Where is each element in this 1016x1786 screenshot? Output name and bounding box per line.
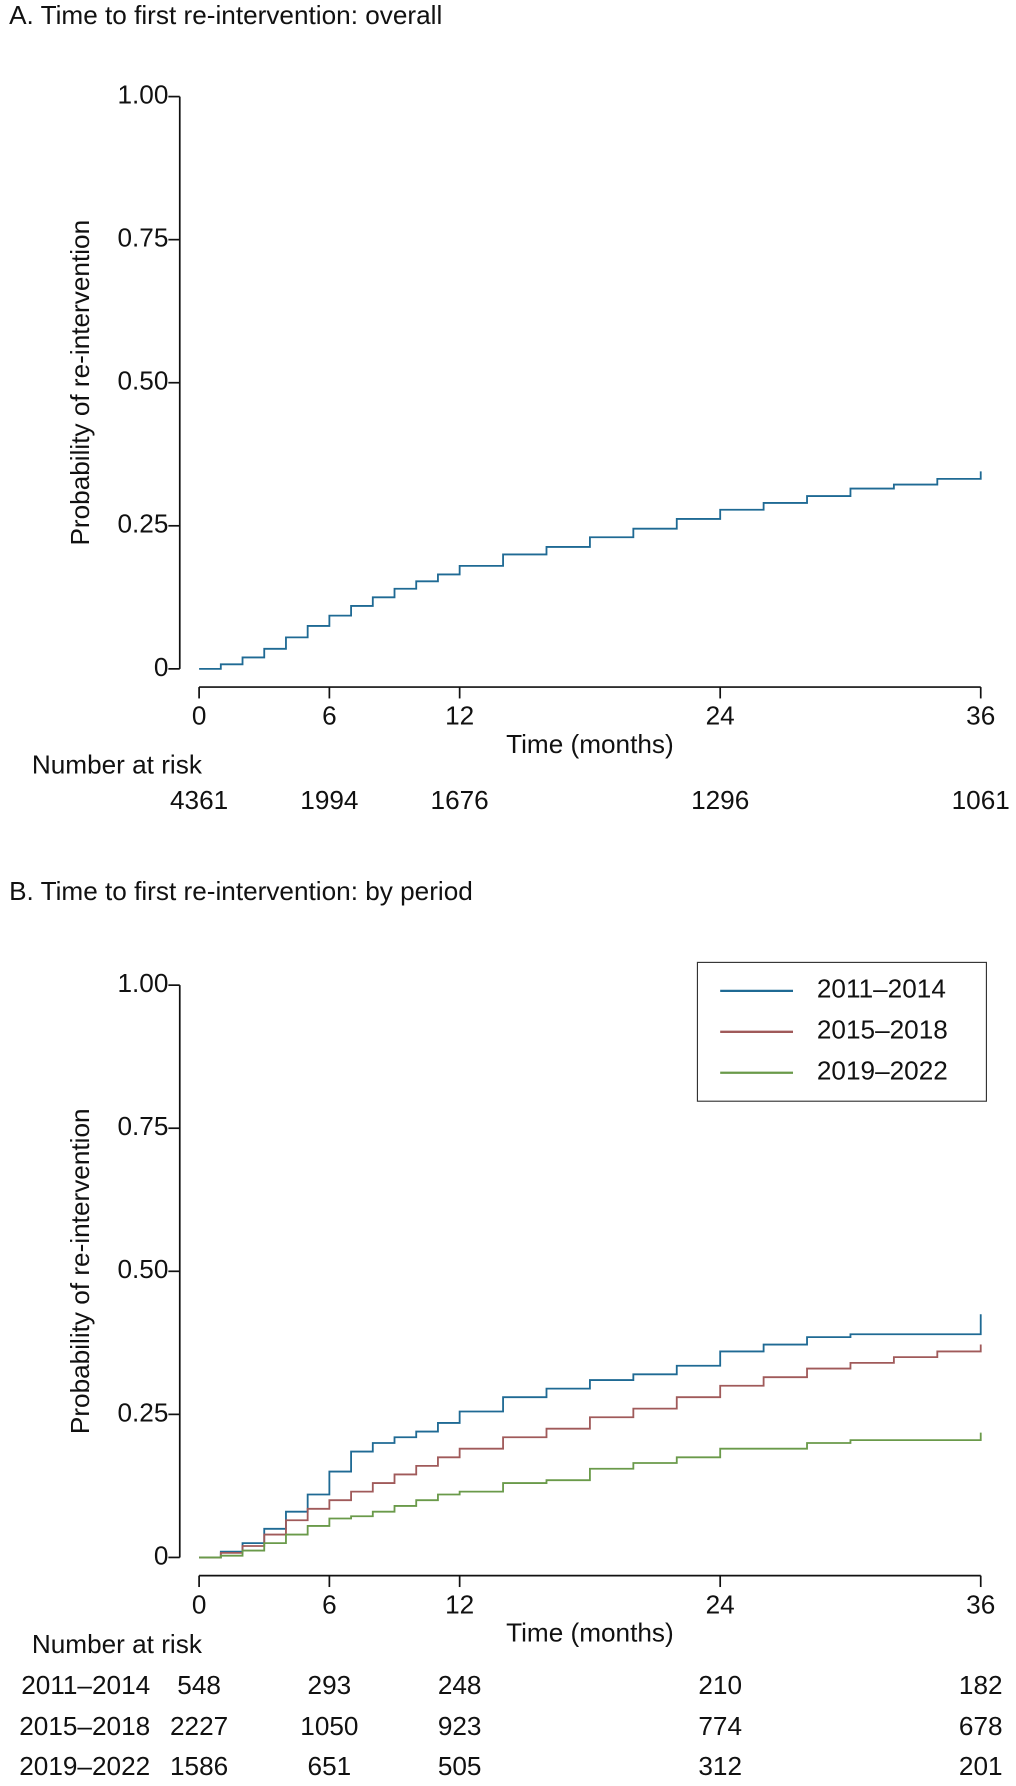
x-tick-label: 12: [445, 701, 474, 731]
curve: [199, 471, 982, 670]
y-tick-label: 0.25: [117, 509, 168, 539]
at-risk-value: 4361: [170, 785, 228, 815]
at-risk-value: 1296: [691, 785, 749, 815]
y-axis-label: Probability of re-intervention: [65, 1108, 95, 1434]
x-axis-label: Time (months): [506, 1618, 674, 1648]
at-risk-value: 293: [308, 1670, 352, 1700]
at-risk-label: Number at risk: [32, 750, 203, 780]
at-risk-value: 651: [308, 1751, 352, 1781]
x-tick-label: 6: [322, 1589, 337, 1619]
curve: [199, 1314, 982, 1559]
at-risk-value: 1061: [952, 785, 1010, 815]
at-risk-value: 548: [177, 1670, 221, 1700]
at-risk-value: 248: [438, 1670, 482, 1700]
at-risk-value: 1676: [431, 785, 489, 815]
at-risk-value: 1586: [170, 1751, 228, 1781]
at-risk-value: 1050: [300, 1711, 358, 1741]
at-risk-row-name: 2015–2018: [19, 1711, 150, 1741]
at-risk-value: 774: [698, 1711, 742, 1741]
at-risk-value: 505: [438, 1751, 482, 1781]
x-tick-label: 0: [192, 701, 207, 731]
at-risk-row-name: 2019–2022: [19, 1751, 150, 1781]
curve: [199, 1344, 982, 1559]
y-tick-label: 0.25: [117, 1397, 168, 1427]
at-risk-value: 1994: [300, 785, 358, 815]
x-axis-label: Time (months): [506, 729, 674, 759]
x-tick-label: 12: [445, 1589, 474, 1619]
at-risk-value: 210: [698, 1670, 742, 1700]
at-risk-label: Number at risk: [32, 1629, 203, 1659]
y-tick-label: 1.00: [117, 79, 168, 109]
x-tick-label: 24: [706, 1589, 735, 1619]
at-risk-row-name: 2011–2014: [21, 1670, 150, 1700]
legend-label: 2011–2014: [817, 974, 946, 1004]
at-risk-value: 312: [698, 1751, 742, 1781]
chart-title: B. Time to first re-intervention: by per…: [9, 876, 473, 906]
x-tick-label: 24: [706, 701, 735, 731]
at-risk-value: 678: [959, 1711, 1003, 1741]
y-tick-label: 0: [154, 1540, 169, 1570]
legend-label: 2019–2022: [817, 1056, 948, 1086]
y-tick-label: 0.75: [117, 1111, 168, 1141]
y-tick-label: 0.75: [117, 223, 168, 253]
y-tick-label: 0: [154, 652, 169, 682]
x-tick-label: 6: [322, 701, 337, 731]
y-tick-label: 0.50: [117, 1254, 168, 1284]
at-risk-value: 201: [959, 1751, 1003, 1781]
curve: [199, 1432, 982, 1559]
x-tick-label: 36: [966, 1589, 995, 1619]
legend-label: 2015–2018: [817, 1015, 948, 1045]
y-axis-label: Probability of re-intervention: [65, 220, 95, 546]
at-risk-value: 2227: [170, 1711, 228, 1741]
x-tick-label: 0: [192, 1589, 207, 1619]
y-tick-label: 1.00: [117, 968, 168, 998]
x-tick-label: 36: [966, 701, 995, 731]
at-risk-value: 182: [959, 1670, 1003, 1700]
y-tick-label: 0.50: [117, 366, 168, 396]
chart-title: A. Time to first re-intervention: overal…: [9, 0, 442, 30]
at-risk-value: 923: [438, 1711, 482, 1741]
